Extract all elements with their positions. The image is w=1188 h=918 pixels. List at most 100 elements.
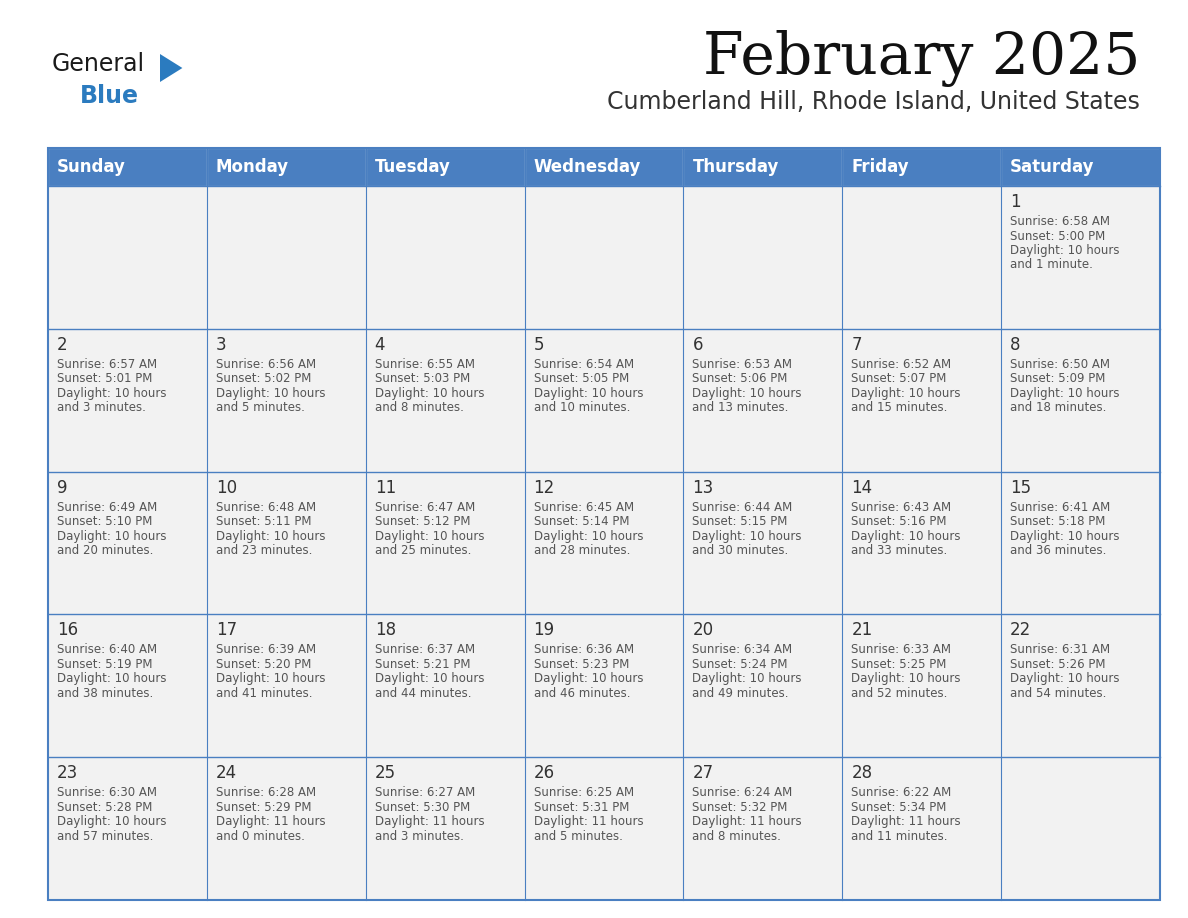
Text: Daylight: 10 hours: Daylight: 10 hours xyxy=(533,672,643,686)
Bar xyxy=(842,472,1001,614)
Text: Daylight: 10 hours: Daylight: 10 hours xyxy=(693,386,802,400)
Text: Friday: Friday xyxy=(852,158,909,176)
Text: Sunset: 5:30 PM: Sunset: 5:30 PM xyxy=(374,800,470,813)
Text: Sunrise: 6:33 AM: Sunrise: 6:33 AM xyxy=(852,644,952,656)
Bar xyxy=(48,614,207,757)
Bar xyxy=(842,148,1001,186)
Text: Sunset: 5:02 PM: Sunset: 5:02 PM xyxy=(216,373,311,386)
Text: and 10 minutes.: and 10 minutes. xyxy=(533,401,630,414)
Bar xyxy=(1001,329,1159,472)
Bar xyxy=(1001,186,1159,329)
Text: and 11 minutes.: and 11 minutes. xyxy=(852,830,948,843)
Text: Sunset: 5:31 PM: Sunset: 5:31 PM xyxy=(533,800,628,813)
Text: 4: 4 xyxy=(374,336,385,353)
Text: 19: 19 xyxy=(533,621,555,640)
Text: and 28 minutes.: and 28 minutes. xyxy=(533,544,630,557)
Text: Sunset: 5:29 PM: Sunset: 5:29 PM xyxy=(216,800,311,813)
Text: and 18 minutes.: and 18 minutes. xyxy=(1010,401,1106,414)
Bar xyxy=(1001,472,1159,614)
Bar xyxy=(207,186,366,329)
Text: Sunset: 5:32 PM: Sunset: 5:32 PM xyxy=(693,800,788,813)
Text: Sunrise: 6:56 AM: Sunrise: 6:56 AM xyxy=(216,358,316,371)
Text: 5: 5 xyxy=(533,336,544,353)
Text: 24: 24 xyxy=(216,764,236,782)
Text: Blue: Blue xyxy=(80,84,139,108)
Bar xyxy=(48,472,207,614)
Polygon shape xyxy=(160,54,183,82)
Text: Daylight: 11 hours: Daylight: 11 hours xyxy=(374,815,485,828)
Text: Sunrise: 6:53 AM: Sunrise: 6:53 AM xyxy=(693,358,792,371)
Text: Daylight: 10 hours: Daylight: 10 hours xyxy=(533,386,643,400)
Text: and 30 minutes.: and 30 minutes. xyxy=(693,544,789,557)
Text: 10: 10 xyxy=(216,478,236,497)
Bar xyxy=(48,757,207,900)
Bar xyxy=(842,186,1001,329)
Text: Daylight: 10 hours: Daylight: 10 hours xyxy=(57,386,166,400)
Bar xyxy=(366,472,525,614)
Text: Sunset: 5:20 PM: Sunset: 5:20 PM xyxy=(216,658,311,671)
Text: Sunset: 5:12 PM: Sunset: 5:12 PM xyxy=(374,515,470,528)
Bar xyxy=(48,186,207,329)
Text: and 52 minutes.: and 52 minutes. xyxy=(852,687,948,700)
Text: Sunset: 5:07 PM: Sunset: 5:07 PM xyxy=(852,373,947,386)
Text: 28: 28 xyxy=(852,764,872,782)
Text: Tuesday: Tuesday xyxy=(374,158,450,176)
Text: 26: 26 xyxy=(533,764,555,782)
Text: Sunset: 5:34 PM: Sunset: 5:34 PM xyxy=(852,800,947,813)
Text: 23: 23 xyxy=(57,764,78,782)
Text: Sunset: 5:25 PM: Sunset: 5:25 PM xyxy=(852,658,947,671)
Text: February 2025: February 2025 xyxy=(702,30,1140,87)
Text: and 38 minutes.: and 38 minutes. xyxy=(57,687,153,700)
Text: Sunset: 5:16 PM: Sunset: 5:16 PM xyxy=(852,515,947,528)
Text: 21: 21 xyxy=(852,621,872,640)
Text: Daylight: 10 hours: Daylight: 10 hours xyxy=(216,386,326,400)
Text: Daylight: 10 hours: Daylight: 10 hours xyxy=(852,672,961,686)
Bar xyxy=(683,614,842,757)
Text: Daylight: 10 hours: Daylight: 10 hours xyxy=(1010,386,1119,400)
Bar xyxy=(842,757,1001,900)
Bar xyxy=(525,472,683,614)
Text: 11: 11 xyxy=(374,478,396,497)
Text: and 8 minutes.: and 8 minutes. xyxy=(693,830,782,843)
Text: Sunrise: 6:31 AM: Sunrise: 6:31 AM xyxy=(1010,644,1111,656)
Text: Sunset: 5:23 PM: Sunset: 5:23 PM xyxy=(533,658,628,671)
Text: 13: 13 xyxy=(693,478,714,497)
Text: Daylight: 10 hours: Daylight: 10 hours xyxy=(852,386,961,400)
Text: Sunset: 5:06 PM: Sunset: 5:06 PM xyxy=(693,373,788,386)
Text: and 54 minutes.: and 54 minutes. xyxy=(1010,687,1106,700)
Text: Sunrise: 6:43 AM: Sunrise: 6:43 AM xyxy=(852,500,952,513)
Text: Daylight: 10 hours: Daylight: 10 hours xyxy=(374,386,485,400)
Text: Sunset: 5:18 PM: Sunset: 5:18 PM xyxy=(1010,515,1106,528)
Text: Sunrise: 6:44 AM: Sunrise: 6:44 AM xyxy=(693,500,792,513)
Text: and 13 minutes.: and 13 minutes. xyxy=(693,401,789,414)
Text: Daylight: 10 hours: Daylight: 10 hours xyxy=(1010,244,1119,257)
Text: Sunset: 5:01 PM: Sunset: 5:01 PM xyxy=(57,373,152,386)
Bar xyxy=(1001,757,1159,900)
Text: Sunrise: 6:50 AM: Sunrise: 6:50 AM xyxy=(1010,358,1110,371)
Text: Thursday: Thursday xyxy=(693,158,779,176)
Text: Sunrise: 6:37 AM: Sunrise: 6:37 AM xyxy=(374,644,475,656)
Bar xyxy=(1001,148,1159,186)
Text: Daylight: 10 hours: Daylight: 10 hours xyxy=(1010,530,1119,543)
Text: Sunrise: 6:55 AM: Sunrise: 6:55 AM xyxy=(374,358,475,371)
Text: Sunset: 5:00 PM: Sunset: 5:00 PM xyxy=(1010,230,1105,242)
Text: and 5 minutes.: and 5 minutes. xyxy=(216,401,305,414)
Bar xyxy=(48,148,207,186)
Bar xyxy=(366,148,525,186)
Text: 25: 25 xyxy=(374,764,396,782)
Text: Sunrise: 6:25 AM: Sunrise: 6:25 AM xyxy=(533,786,633,800)
Text: 6: 6 xyxy=(693,336,703,353)
Bar xyxy=(48,329,207,472)
Bar xyxy=(525,186,683,329)
Text: Sunrise: 6:48 AM: Sunrise: 6:48 AM xyxy=(216,500,316,513)
Text: 7: 7 xyxy=(852,336,861,353)
Bar xyxy=(683,757,842,900)
Text: Daylight: 10 hours: Daylight: 10 hours xyxy=(693,530,802,543)
Text: Sunset: 5:14 PM: Sunset: 5:14 PM xyxy=(533,515,630,528)
Bar xyxy=(525,329,683,472)
Bar xyxy=(525,614,683,757)
Bar xyxy=(683,186,842,329)
Text: Sunrise: 6:58 AM: Sunrise: 6:58 AM xyxy=(1010,215,1110,228)
Text: Cumberland Hill, Rhode Island, United States: Cumberland Hill, Rhode Island, United St… xyxy=(607,90,1140,114)
Text: and 33 minutes.: and 33 minutes. xyxy=(852,544,948,557)
